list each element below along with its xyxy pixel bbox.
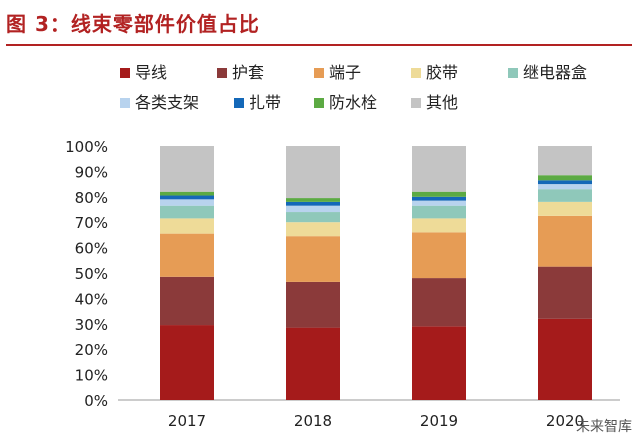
bar-2017-2: [160, 233, 214, 277]
y-tick-label-3: 30%: [75, 316, 108, 334]
y-tick-label-0: 0%: [84, 392, 108, 410]
y-tick-label-7: 70%: [75, 214, 108, 232]
bar-2019-1: [412, 278, 466, 327]
bar-2018-3: [286, 222, 340, 237]
bar-2017-4: [160, 205, 214, 219]
legend-label-4: 继电器盒: [523, 63, 587, 82]
bar-2020-4: [538, 189, 592, 202]
legend-swatch-8: [411, 98, 421, 108]
legend-swatch-1: [217, 68, 227, 78]
bar-2017-1: [160, 276, 214, 326]
title-rule: [6, 44, 632, 46]
legend-swatch-3: [411, 68, 421, 78]
y-tick-label-6: 60%: [75, 240, 108, 258]
legend-label-2: 端子: [329, 63, 361, 82]
legend-label-7: 防水栓: [329, 93, 377, 112]
bar-2017-6: [160, 195, 214, 200]
legend-swatch-6: [234, 98, 244, 108]
legend-label-0: 导线: [135, 63, 167, 82]
x-tick-label-0: 2017: [168, 412, 206, 430]
x-tick-label-3: 2020: [546, 412, 584, 430]
bar-2019-4: [412, 205, 466, 219]
bar-2017-3: [160, 218, 214, 234]
bar-2017-7: [160, 191, 214, 196]
bar-2017-5: [160, 199, 214, 206]
bar-2018-1: [286, 281, 340, 328]
legend-label-1: 护套: [232, 63, 264, 82]
bar-2019-0: [412, 326, 466, 400]
bar-2020-8: [538, 146, 592, 176]
bar-2020-3: [538, 201, 592, 216]
bar-2019-8: [412, 146, 466, 192]
y-tick-label-2: 20%: [75, 341, 108, 359]
bar-2019-3: [412, 218, 466, 233]
bar-2020-2: [538, 215, 592, 267]
bar-2020-0: [538, 318, 592, 400]
bar-2018-2: [286, 236, 340, 282]
bar-2018-4: [286, 212, 340, 223]
bar-2019-2: [412, 232, 466, 279]
x-tick-label-2: 2019: [420, 412, 458, 430]
bar-2018-6: [286, 201, 340, 206]
bar-2018-8: [286, 146, 340, 199]
y-tick-label-10: 100%: [65, 138, 108, 156]
bar-2020-7: [538, 175, 592, 181]
bar-2020-1: [538, 266, 592, 319]
bar-2017-8: [160, 146, 214, 192]
x-tick-label-1: 2018: [294, 412, 332, 430]
y-tick-label-5: 50%: [75, 265, 108, 283]
bar-2018-5: [286, 205, 340, 213]
bar-2019-5: [412, 200, 466, 206]
legend-label-8: 其他: [426, 93, 458, 112]
bar-2017-0: [160, 325, 214, 400]
bar-2019-6: [412, 196, 466, 201]
y-tick-label-4: 40%: [75, 290, 108, 308]
chart-title: 图 3：线束零部件价值占比: [6, 12, 260, 36]
legend-label-3: 胶带: [426, 63, 458, 82]
legend-label-5: 各类支架: [135, 93, 199, 112]
bar-2020-5: [538, 184, 592, 190]
legend-label-6: 扎带: [249, 93, 281, 112]
bar-2018-7: [286, 198, 340, 202]
watermark: 未来智库: [576, 419, 632, 435]
y-tick-label-1: 10%: [75, 367, 108, 385]
y-tick-label-9: 90%: [75, 163, 108, 181]
bar-2019-7: [412, 191, 466, 197]
legend-swatch-5: [120, 98, 130, 108]
legend-swatch-7: [314, 98, 324, 108]
y-tick-label-8: 80%: [75, 189, 108, 207]
bar-2020-6: [538, 180, 592, 185]
legend-swatch-0: [120, 68, 130, 78]
legend-swatch-2: [314, 68, 324, 78]
bar-2018-0: [286, 327, 340, 400]
legend-swatch-4: [508, 68, 518, 78]
